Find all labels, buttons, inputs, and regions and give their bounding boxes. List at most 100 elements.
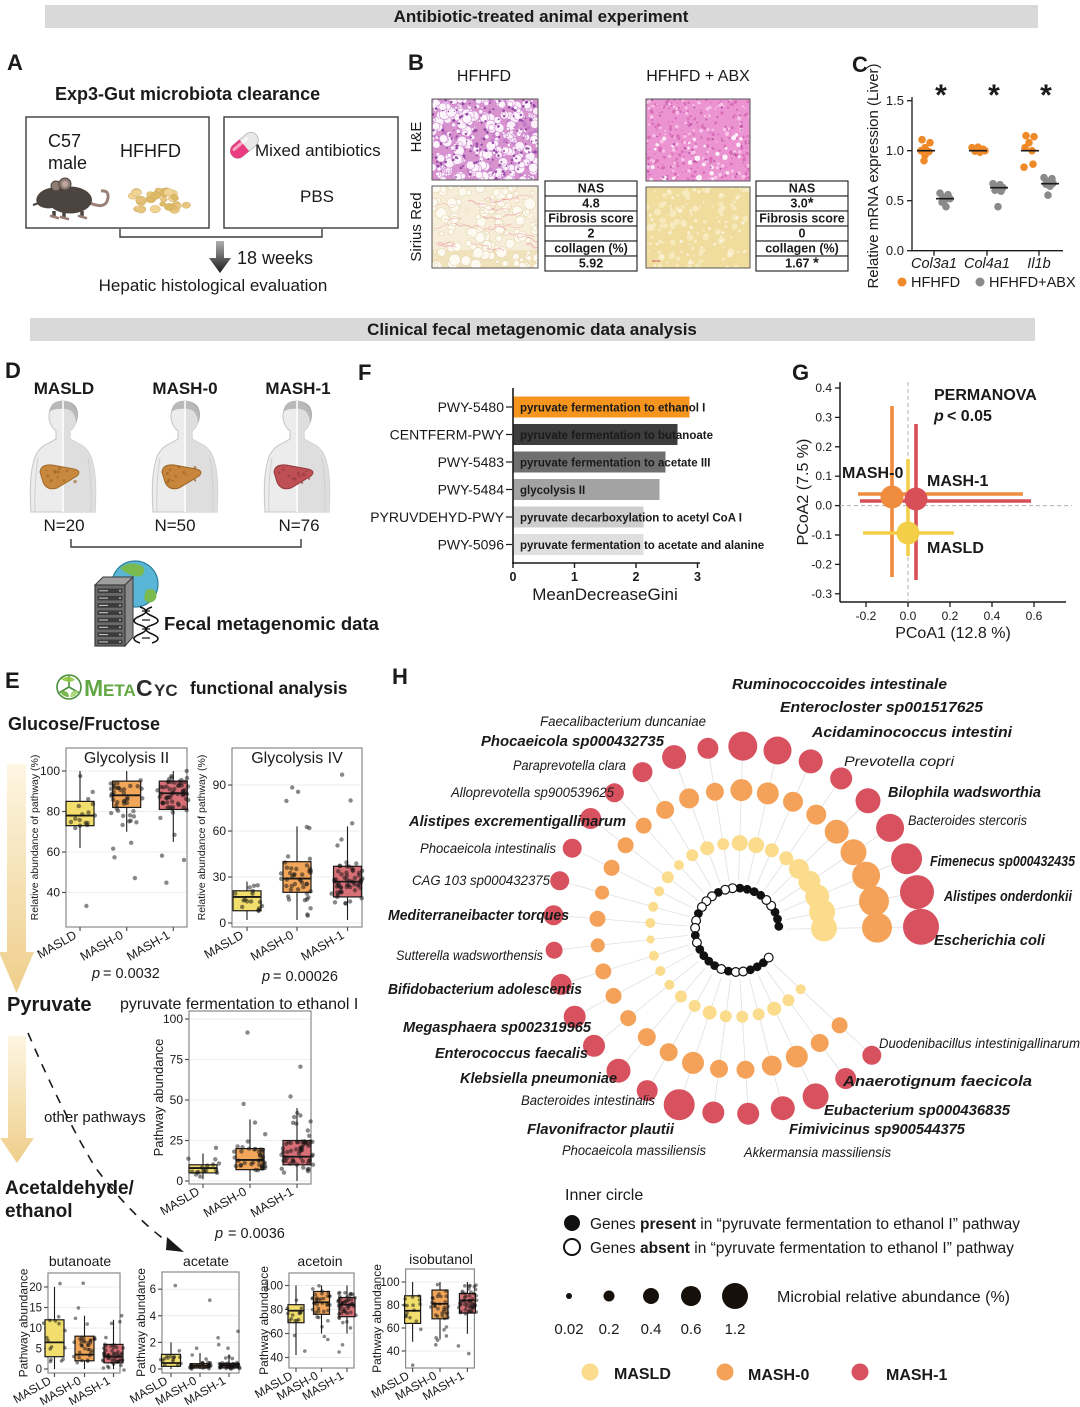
- svg-text:Glycolysis IV: Glycolysis IV: [251, 750, 343, 767]
- svg-text:Prevotella copri: Prevotella copri: [844, 754, 955, 769]
- svg-text:0.2: 0.2: [599, 1321, 620, 1338]
- svg-text:1: 1: [571, 570, 578, 584]
- svg-text:Clinical fecal metagenomic dat: Clinical fecal metagenomic data analysis: [367, 320, 697, 339]
- svg-text:MASLD: MASLD: [927, 540, 984, 557]
- svg-text:Megasphaera sp002319965: Megasphaera sp002319965: [403, 1019, 592, 1036]
- svg-text:Duodenibacillus intestinigalli: Duodenibacillus intestinigallinarum: [879, 1036, 1080, 1051]
- svg-text:H: H: [392, 664, 408, 689]
- svg-text:Glycolysis II: Glycolysis II: [84, 750, 169, 767]
- svg-text:75: 75: [170, 1053, 184, 1067]
- svg-text:2: 2: [150, 1337, 156, 1349]
- svg-text:other pathways: other pathways: [44, 1109, 146, 1126]
- svg-text:Col3a1: Col3a1: [911, 256, 957, 272]
- svg-text:-0.2: -0.2: [811, 557, 832, 571]
- svg-text:-0.2: -0.2: [856, 609, 877, 623]
- svg-text:100: 100: [40, 764, 60, 778]
- svg-text:pyruvate fermentation to ethan: pyruvate fermentation to ethanol I: [120, 996, 358, 1013]
- svg-text:M: M: [84, 675, 103, 701]
- svg-text:glycolysis II: glycolysis II: [520, 485, 585, 497]
- svg-text:Enterocloster sp001517625: Enterocloster sp001517625: [780, 699, 984, 716]
- svg-text:Glucose/Fructose: Glucose/Fructose: [8, 714, 160, 734]
- svg-text:Pyruvate: Pyruvate: [7, 994, 92, 1016]
- svg-text:0: 0: [150, 1364, 156, 1376]
- svg-text:0: 0: [219, 916, 226, 930]
- svg-text:100: 100: [380, 1277, 399, 1289]
- svg-text:pyruvate fermentation to aceta: pyruvate fermentation to acetate III: [520, 458, 710, 470]
- svg-text:ethanol: ethanol: [5, 1201, 73, 1222]
- svg-text:Microbial relative abundance (: Microbial relative abundance (%): [777, 1289, 1010, 1306]
- svg-text:Pathway abundance: Pathway abundance: [134, 1268, 148, 1377]
- svg-text:HFHFD+ABX: HFHFD+ABX: [989, 275, 1076, 291]
- svg-text:isobutanol: isobutanol: [409, 1251, 473, 1267]
- svg-text:< 0.05: < 0.05: [947, 408, 992, 425]
- svg-text:Bilophila wadsworthia: Bilophila wadsworthia: [888, 784, 1041, 801]
- svg-text:1.0: 1.0: [886, 143, 904, 158]
- svg-text:MASH-0: MASH-0: [152, 379, 217, 398]
- svg-text:1.67 *: 1.67 *: [785, 255, 819, 272]
- svg-text:80: 80: [387, 1300, 400, 1312]
- svg-text:0.4: 0.4: [984, 609, 1001, 623]
- svg-text:-0.3: -0.3: [811, 587, 832, 601]
- svg-text:pyruvate decarboxylation to ac: pyruvate decarboxylation to acetyl CoA I: [520, 513, 742, 525]
- svg-text:Phocaeicola intestinalis: Phocaeicola intestinalis: [420, 841, 556, 856]
- svg-text:MASH-0: MASH-0: [748, 1367, 809, 1384]
- svg-text:50: 50: [170, 1093, 184, 1107]
- svg-text:Mediterraneibacter torques: Mediterraneibacter torques: [388, 907, 569, 924]
- svg-text:4: 4: [150, 1311, 157, 1323]
- svg-text:YC: YC: [154, 681, 178, 700]
- svg-text:B: B: [408, 50, 424, 75]
- svg-text:0.0: 0.0: [900, 609, 917, 623]
- svg-text:0: 0: [176, 1174, 183, 1188]
- svg-text:30: 30: [213, 870, 227, 884]
- svg-text:N=50: N=50: [154, 516, 195, 535]
- svg-text:ETA: ETA: [103, 681, 136, 700]
- svg-text:G: G: [792, 360, 809, 385]
- svg-text:Paraprevotella clara: Paraprevotella clara: [513, 758, 626, 773]
- svg-text:0.02: 0.02: [554, 1321, 583, 1338]
- svg-text:0.2: 0.2: [815, 440, 832, 454]
- svg-text:40: 40: [387, 1346, 400, 1358]
- svg-text:collagen (%): collagen (%): [765, 242, 839, 256]
- svg-text:male: male: [48, 153, 87, 173]
- svg-text:0.0: 0.0: [886, 243, 904, 258]
- svg-text:NAS: NAS: [578, 182, 604, 196]
- svg-text:Phocaeicola massiliensis: Phocaeicola massiliensis: [562, 1143, 706, 1158]
- svg-text:Alistipes excrementigallinarum: Alistipes excrementigallinarum: [408, 813, 626, 830]
- svg-text:0.2: 0.2: [942, 609, 959, 623]
- svg-text:pyruvate fermentation to aceta: pyruvate fermentation to acetate and ala…: [520, 540, 764, 552]
- svg-text:acetate: acetate: [183, 1253, 229, 1269]
- svg-text:0.1: 0.1: [815, 469, 832, 483]
- svg-text:Bacteroides intestinalis: Bacteroides intestinalis: [521, 1093, 655, 1108]
- svg-text:Pathway abundance: Pathway abundance: [17, 1268, 31, 1377]
- svg-text:0.5: 0.5: [886, 193, 904, 208]
- svg-text:Relative abundance of pathway: Relative abundance of pathway (%): [196, 755, 208, 921]
- svg-text:80: 80: [47, 805, 61, 819]
- svg-text:N=20: N=20: [43, 516, 84, 535]
- svg-text:PBS: PBS: [300, 187, 334, 206]
- svg-text:10: 10: [29, 1323, 42, 1335]
- svg-text:pyruvate fermentation to butan: pyruvate fermentation to butanoate: [520, 430, 713, 442]
- svg-text:Sirius Red: Sirius Red: [408, 192, 425, 261]
- svg-text:MASH-1: MASH-1: [927, 473, 988, 490]
- svg-text:Alloprevotella sp900539625: Alloprevotella sp900539625: [450, 785, 614, 800]
- svg-text:F: F: [358, 360, 371, 385]
- svg-text:Fibrosis score: Fibrosis score: [548, 212, 633, 226]
- svg-text:3.0*: 3.0*: [790, 195, 813, 212]
- svg-text:= 0.00026: = 0.00026: [273, 969, 338, 985]
- svg-text:0.3: 0.3: [815, 410, 832, 424]
- svg-text:5.92: 5.92: [579, 257, 603, 271]
- svg-text:Alistipes onderdonkii: Alistipes onderdonkii: [943, 888, 1073, 905]
- svg-text:Mixed antibiotics: Mixed antibiotics: [255, 141, 381, 160]
- svg-text:PYRUVDEHYD-PWY: PYRUVDEHYD-PWY: [370, 509, 504, 525]
- svg-text:PWY-5483: PWY-5483: [438, 454, 505, 470]
- svg-text:Hepatic histological evaluatio: Hepatic histological evaluation: [99, 276, 328, 295]
- svg-text:*: *: [988, 79, 1000, 112]
- svg-text:PWY-5480: PWY-5480: [438, 399, 505, 415]
- svg-text:Acetaldehyde/: Acetaldehyde/: [5, 1178, 135, 1199]
- svg-text:0.6: 0.6: [1026, 609, 1043, 623]
- svg-text:Fibrosis score: Fibrosis score: [759, 212, 844, 226]
- svg-text:= 0.0032: = 0.0032: [103, 966, 160, 982]
- svg-text:HFHFD: HFHFD: [457, 68, 511, 85]
- svg-text:5: 5: [36, 1344, 42, 1356]
- svg-text:15: 15: [29, 1303, 42, 1315]
